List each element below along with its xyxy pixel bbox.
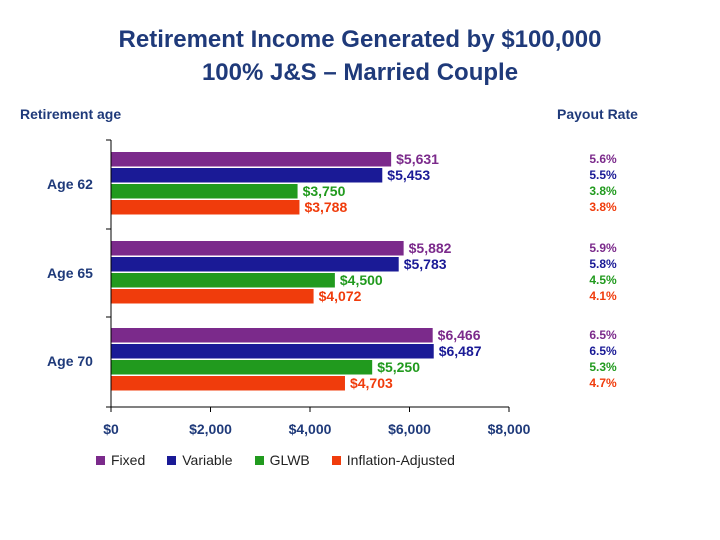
payout-rate-label: 4.1% [589,289,617,303]
bar-glwb-0 [111,184,298,199]
bar-glwb-1 [111,273,335,288]
data-label: $5,250 [377,359,420,375]
legend-swatch [254,455,264,465]
bar-variable-2 [111,344,434,359]
category-label: Age 70 [47,353,93,369]
legend-item: GLWB [254,452,310,468]
legend-item: Fixed [96,452,145,468]
bar-glwb-2 [111,360,373,375]
legend-item: Variable [167,452,233,468]
legend-item: Inflation-Adjusted [331,452,455,468]
legend-label: Inflation-Adjusted [346,452,455,468]
x-tick-label: $8,000 [488,421,531,437]
bar-fixed-2 [111,328,433,343]
category-label: Age 65 [47,265,93,281]
legend-label: Fixed [111,452,146,468]
payout-rate-label: 6.5% [589,328,617,342]
data-label: $5,882 [409,240,452,256]
x-tick-label: $4,000 [289,421,332,437]
data-label: $5,631 [396,151,439,167]
payout-rate-label: 4.7% [589,376,617,390]
payout-rate-label: 6.5% [589,344,617,358]
legend-swatch [96,455,105,465]
payout-rate-label: 3.8% [589,184,617,198]
payout-rate-label: 5.6% [589,152,617,166]
chart-title-line-2: 100% J&S – Married Couple [201,59,519,86]
payout-rate-label: 4.5% [589,273,617,287]
data-label: $6,487 [439,343,482,359]
data-label: $6,466 [438,327,481,343]
x-tick-label: $0 [103,421,119,437]
legend: Fixed Variable GLWB Inflation-Adjusted [96,452,455,468]
bar-fixed-0 [111,152,392,167]
legend-swatch [331,455,341,465]
chart-title-line-1: Retirement Income Generated by $100,000 [118,26,602,53]
payout-rate-header: Payout Rate [557,106,638,122]
bar-variable-1 [111,257,399,272]
bar-inflation-adjusted-1 [111,289,314,304]
data-label: $4,072 [319,288,362,304]
payout-rate-label: 3.8% [589,200,617,214]
data-label: $5,453 [387,167,430,183]
data-label: $3,750 [303,183,346,199]
legend-label: Variable [182,452,233,468]
bar-inflation-adjusted-2 [111,376,345,391]
payout-rate-label: 5.8% [589,257,617,271]
data-label: $5,783 [404,256,447,272]
legend-label: GLWB [269,452,310,468]
bar-inflation-adjusted-0 [111,200,300,215]
legend-swatch [167,455,177,465]
payout-rate-label: 5.9% [589,241,617,255]
y-axis-title: Retirement age [20,106,122,122]
bar-fixed-1 [111,241,404,256]
payout-rate-label: 5.3% [589,360,617,374]
payout-rate-label: 5.5% [589,168,617,182]
x-tick-label: $2,000 [189,421,232,437]
data-label: $4,703 [350,375,393,391]
bar-variable-0 [111,168,383,183]
category-label: Age 62 [47,176,93,192]
data-label: $4,500 [340,272,383,288]
x-tick-label: $6,000 [388,421,431,437]
data-label: $3,788 [304,199,347,215]
